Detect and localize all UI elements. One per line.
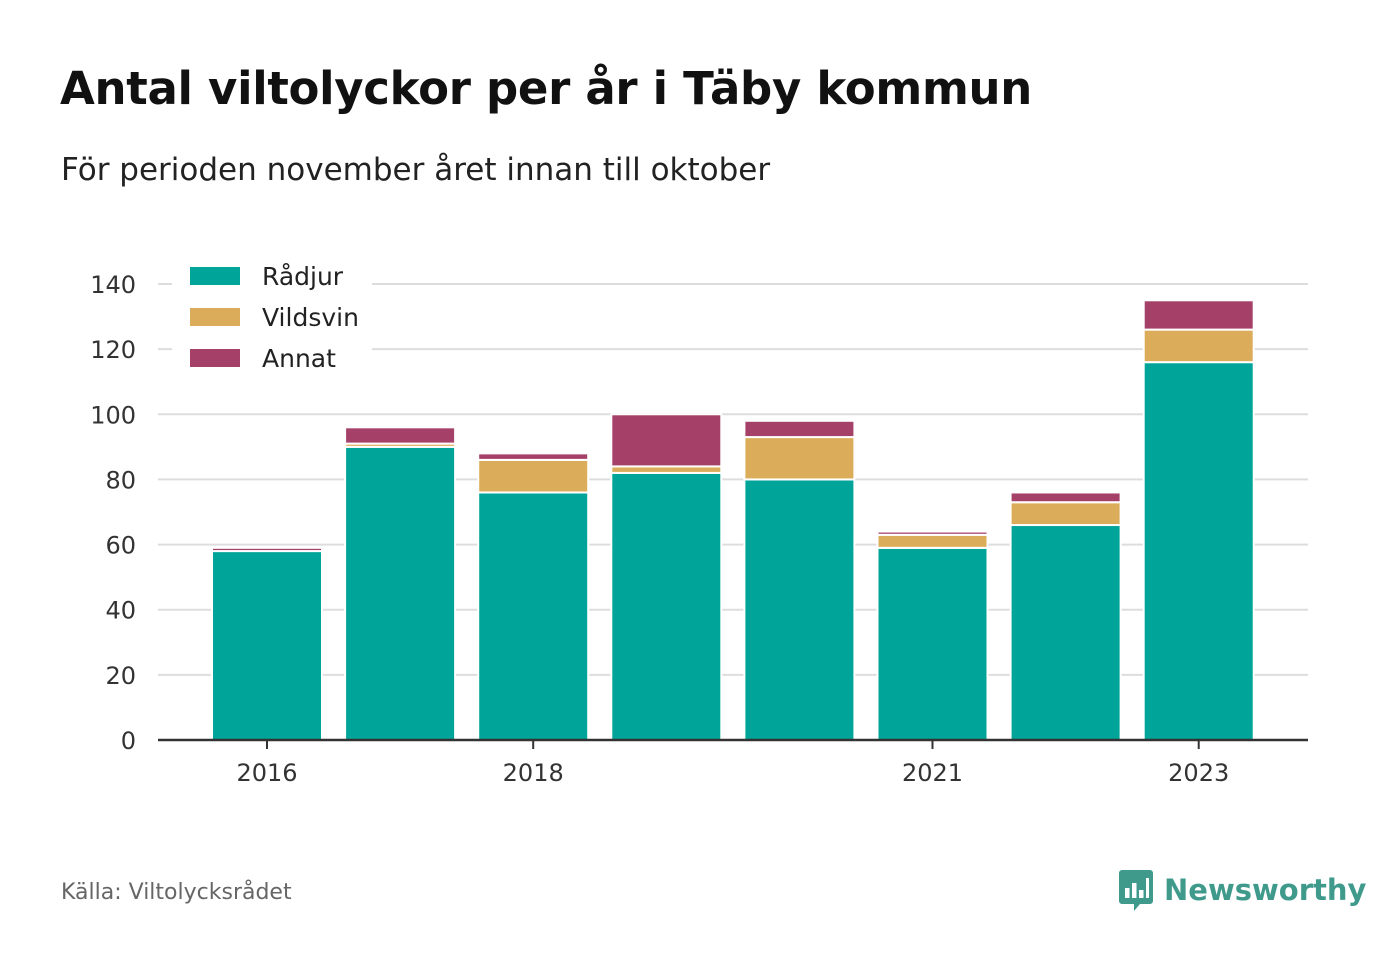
bar-segment [344,445,457,741]
bar-segment [610,471,723,741]
bar-segment [1009,491,1122,504]
bar-segment [1142,328,1255,364]
bar-segment [477,458,590,494]
bar-segment [344,426,457,445]
bar-segment [876,530,989,536]
brand-logo: Newsworthy [1118,868,1366,912]
y-tick-label: 20 [105,662,136,690]
x-tick-label: 2016 [236,759,297,787]
bar-segment [211,546,323,553]
bar-segment [743,478,856,741]
y-tick-label: 140 [90,271,136,299]
legend-label: Rådjur [262,262,344,291]
legend-swatch [190,308,240,326]
y-tick-label: 100 [90,401,136,429]
chart-subtitle: För perioden november året innan till ok… [61,152,771,188]
legend-label: Vildsvin [262,303,359,332]
bar-segment [610,413,723,468]
y-tick-label: 0 [121,727,136,755]
y-tick-label: 120 [90,336,136,364]
bar-segment [1142,299,1255,331]
x-tick-label: 2021 [902,759,963,787]
legend-swatch [190,349,240,367]
source-note: Källa: Viltolycksrådet [61,880,292,905]
bar-segment [1142,361,1255,741]
bar-segment [477,491,590,742]
x-tick-label: 2018 [503,759,564,787]
legend-swatch [190,267,240,285]
bar-segment [876,546,989,741]
bar-segment [743,436,856,481]
x-tick-label: 2023 [1168,759,1229,787]
bar-segment [211,550,323,741]
y-tick-label: 80 [105,466,136,494]
bar-segment [477,452,590,461]
legend-label: Annat [262,344,336,373]
y-tick-label: 40 [105,597,136,625]
chart-bubble-icon [1119,870,1153,911]
bar-segment [743,419,856,439]
bar-segment [876,533,989,549]
bar-segment [1009,524,1122,741]
brand-name: Newsworthy [1164,873,1367,907]
y-tick-label: 60 [105,532,136,560]
chart-title: Antal viltolyckor per år i Täby kommun [60,62,1033,115]
bar-segment [1009,501,1122,527]
